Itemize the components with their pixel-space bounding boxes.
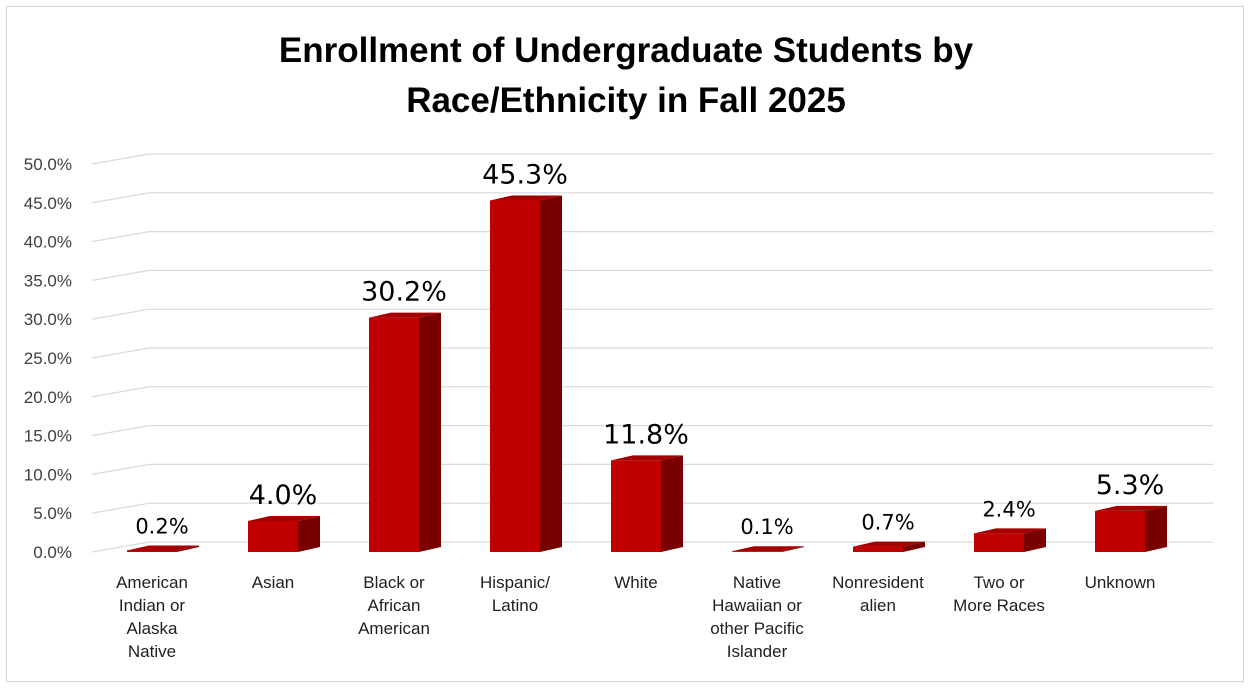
y-tick-label: 0.0% bbox=[33, 543, 72, 562]
data-label: 4.0% bbox=[249, 480, 318, 511]
data-label: 0.7% bbox=[861, 511, 914, 535]
y-tick-label: 15.0% bbox=[24, 427, 72, 446]
y-tick-label: 50.0% bbox=[24, 155, 72, 174]
bar-front bbox=[490, 200, 540, 553]
x-category-label: Two or More Races bbox=[953, 573, 1045, 615]
bar-side bbox=[782, 546, 804, 552]
chart-title-line-1: Enrollment of Undergraduate Students by bbox=[278, 31, 974, 70]
bar bbox=[974, 528, 1046, 552]
bar bbox=[369, 312, 441, 552]
bar-side bbox=[903, 541, 925, 552]
chart-title: Enrollment of Undergraduate Students by … bbox=[0, 26, 1252, 126]
x-category-label: Hispanic/Latino bbox=[480, 573, 550, 615]
bar-top bbox=[490, 195, 562, 201]
bar bbox=[611, 455, 683, 552]
x-axis-categories: American Indian or Alaska Native Asian Black … bbox=[116, 573, 1155, 661]
bar-top bbox=[1095, 505, 1167, 511]
data-labels: 0.2% 4.0% 30.2% 45.3% 11.8% 0.1% 0.7% 2.4% 5.3% bbox=[135, 159, 1164, 539]
gridline bbox=[91, 192, 1213, 204]
x-category-label: Asian bbox=[252, 573, 295, 592]
data-label: 45.3% bbox=[482, 159, 568, 190]
x-category-label: Native Hawaiian or other Pacific Islander bbox=[710, 573, 804, 661]
y-tick-label: 30.0% bbox=[24, 310, 72, 329]
gridline bbox=[91, 541, 1213, 553]
gridline bbox=[91, 502, 1213, 514]
x-category-label: Nonresident alien bbox=[832, 573, 924, 615]
data-label: 30.2% bbox=[361, 277, 447, 308]
gridline bbox=[91, 231, 1213, 243]
gridline bbox=[91, 425, 1213, 437]
bar-top bbox=[611, 455, 683, 461]
bar-front bbox=[127, 550, 177, 552]
bar-top bbox=[853, 541, 925, 547]
bar-front bbox=[248, 520, 298, 552]
bar-side bbox=[540, 195, 562, 553]
bar-side bbox=[1145, 505, 1167, 552]
gridline bbox=[91, 308, 1213, 320]
x-category-label: White bbox=[614, 573, 657, 592]
bar bbox=[127, 545, 199, 552]
bar-side bbox=[1024, 528, 1046, 552]
chart-title-line-2: Race/Ethnicity in Fall 2025 bbox=[406, 81, 846, 120]
bar-side bbox=[419, 312, 441, 552]
data-label: 5.3% bbox=[1096, 470, 1165, 501]
bar-front bbox=[369, 317, 419, 552]
gridline bbox=[91, 153, 1213, 165]
bar-front bbox=[974, 533, 1024, 552]
data-label: 0.2% bbox=[135, 514, 188, 538]
bar bbox=[490, 195, 562, 553]
bar-side bbox=[177, 545, 199, 552]
bars bbox=[127, 195, 1167, 553]
chart-frame bbox=[6, 6, 1244, 682]
bar-top bbox=[248, 515, 320, 521]
y-tick-label: 40.0% bbox=[24, 233, 72, 252]
bar bbox=[248, 515, 320, 552]
bar-front bbox=[853, 546, 903, 552]
gridline bbox=[91, 269, 1213, 281]
bar-top bbox=[974, 528, 1046, 534]
bar-front bbox=[611, 460, 661, 552]
bar bbox=[1095, 505, 1167, 552]
x-category-label: Unknown bbox=[1085, 573, 1156, 592]
y-tick-label: 35.0% bbox=[24, 271, 72, 290]
y-axis-ticks: 0.0% 5.0% 10.0% 15.0% 20.0% 25.0% 30.0% 35.0% 40… bbox=[24, 155, 72, 562]
bar bbox=[853, 541, 925, 552]
y-tick-label: 20.0% bbox=[24, 388, 72, 407]
gridlines bbox=[91, 153, 1213, 553]
y-tick-label: 10.0% bbox=[24, 465, 72, 484]
y-tick-label: 25.0% bbox=[24, 349, 72, 368]
bar-front bbox=[1095, 510, 1145, 552]
bar-side bbox=[298, 515, 320, 552]
bar-side bbox=[661, 455, 683, 552]
y-tick-label: 5.0% bbox=[33, 504, 72, 523]
bar-front bbox=[732, 551, 782, 552]
bar bbox=[732, 546, 804, 552]
bar-top bbox=[732, 546, 804, 552]
data-label: 11.8% bbox=[603, 419, 689, 450]
data-label: 0.1% bbox=[740, 515, 793, 539]
x-category-label: American Indian or Alaska Native bbox=[116, 573, 188, 661]
gridline bbox=[91, 463, 1213, 475]
gridline bbox=[91, 386, 1213, 398]
y-tick-label: 45.0% bbox=[24, 194, 72, 213]
bar-top bbox=[127, 545, 199, 551]
gridline bbox=[91, 347, 1213, 359]
bar-top bbox=[369, 312, 441, 318]
data-label: 2.4% bbox=[982, 497, 1035, 521]
x-category-label: Black or African American bbox=[358, 573, 430, 638]
